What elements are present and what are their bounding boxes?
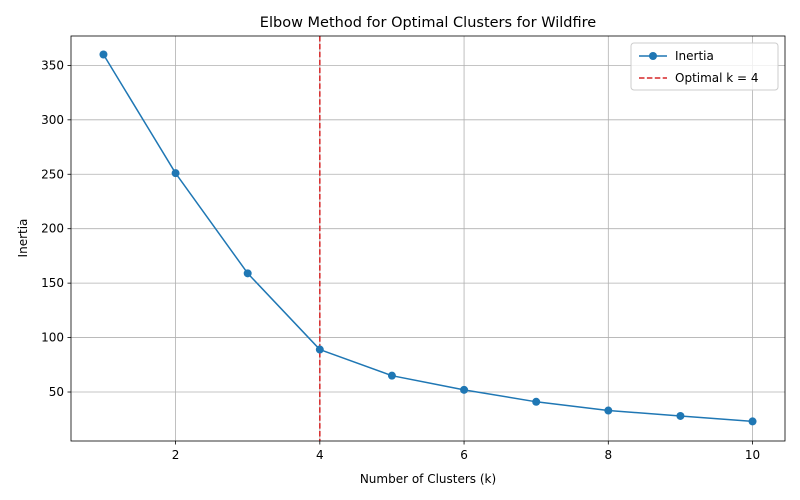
x-tick-label: 10: [745, 448, 760, 462]
x-tick-label: 4: [316, 448, 324, 462]
legend: Inertia Optimal k = 4: [630, 42, 779, 91]
y-tick-label: 350: [41, 58, 64, 72]
x-tick-label: 8: [604, 448, 612, 462]
x-tick-label: 6: [460, 448, 468, 462]
y-tick-label: 50: [49, 385, 64, 399]
x-axis-ticks: 2 4 6 8 10: [172, 441, 760, 462]
y-tick-label: 100: [41, 331, 64, 345]
data-point: [171, 169, 180, 178]
data-point: [387, 371, 396, 380]
legend-box: [630, 42, 779, 91]
chart-title: Elbow Method for Optimal Clusters for Wi…: [260, 15, 596, 31]
data-point: [315, 345, 324, 354]
y-axis-label: Inertia: [16, 219, 30, 258]
y-axis-ticks: 50 100 150 200 250 300 350: [41, 58, 71, 399]
series-layer: [99, 50, 757, 426]
data-point: [748, 417, 757, 426]
series-line-inertia: [102, 54, 753, 423]
data-point: [99, 50, 108, 59]
legend-optimal-label: Optimal k = 4: [675, 71, 759, 85]
x-tick-label: 2: [172, 448, 180, 462]
data-point: [243, 269, 252, 278]
y-tick-label: 150: [41, 276, 64, 290]
x-axis-label: Number of Clusters (k): [360, 472, 496, 486]
y-tick-label: 250: [41, 167, 64, 181]
data-point: [604, 406, 613, 415]
legend-inertia-label: Inertia: [675, 49, 714, 63]
y-tick-label: 200: [41, 222, 64, 236]
data-point: [460, 385, 469, 394]
grid: [71, 36, 785, 441]
y-tick-label: 300: [41, 113, 64, 127]
plot-frame: [70, 35, 786, 442]
legend-inertia-marker: [649, 52, 657, 60]
data-point: [676, 411, 685, 420]
data-point: [532, 397, 541, 406]
